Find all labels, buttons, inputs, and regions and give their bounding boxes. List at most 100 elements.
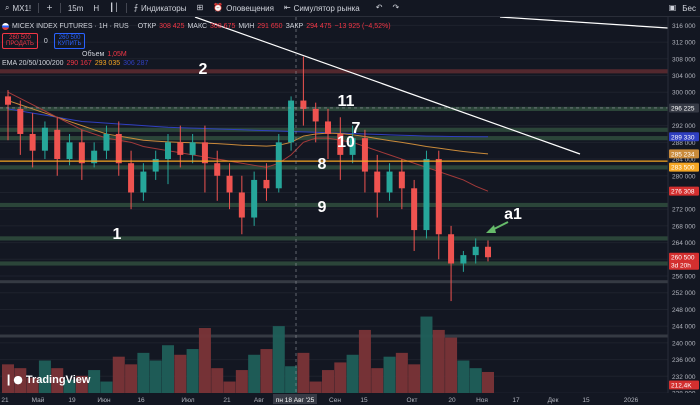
volume-bar	[186, 349, 199, 393]
redo-icon: ↷	[392, 3, 400, 12]
time-tick-label: 19	[68, 397, 76, 404]
time-tick-label: 20	[448, 397, 456, 404]
time-axis[interactable]: 21 Май 19 Июн 16 Июл 21 Авг пн 18 Авг '25 Сен 15 Ок…	[0, 393, 700, 405]
alerts-button[interactable]: ⏰ Оповещения	[208, 0, 279, 16]
price-tick-label: 300 000	[672, 90, 696, 97]
volume-bar	[322, 370, 334, 393]
plus-icon: +	[46, 3, 53, 12]
drawings	[0, 17, 669, 393]
price-label-horizontal-line: 283 500	[671, 165, 695, 172]
legend-title-row: MICEX INDEX FUTURES · 1H · RUS ОТКР 308 …	[2, 22, 391, 31]
price-tick-label: 316 000	[672, 23, 696, 30]
price-tick-label: 240 000	[672, 340, 696, 347]
chart-style-button[interactable]: ┃│	[104, 0, 124, 16]
volume-bar	[26, 377, 39, 393]
zone-green	[0, 127, 668, 132]
ohlc-open-label: ОТКР	[137, 23, 157, 30]
volume-bar	[260, 349, 273, 393]
toolbar-right: ▣ Бес	[669, 0, 696, 16]
redo-button[interactable]: ↷	[387, 0, 404, 16]
volume-bar	[334, 362, 347, 393]
volume-bar	[309, 381, 322, 393]
sell-label: ПРОДАТЬ	[6, 41, 34, 47]
candle-body	[165, 142, 171, 160]
volume-bar	[14, 368, 27, 393]
candles	[5, 56, 491, 302]
price-tick-label: 232 000	[672, 374, 696, 381]
symbol-search[interactable]: ⌕ MX1!	[0, 0, 36, 16]
candle-body	[41, 127, 48, 151]
time-tick-label: Сен	[329, 397, 341, 404]
annotation-11: 11	[338, 93, 355, 110]
buy-button[interactable]: 260 500 КУПИТЬ	[53, 33, 86, 49]
time-tick-label: Окт	[407, 397, 418, 404]
time-tick-label: пн 18 Авг '25	[276, 397, 315, 404]
volume-bar	[445, 337, 458, 393]
candle-body	[337, 133, 344, 155]
tradingview-logo[interactable]: ❙● TradingView	[4, 374, 90, 386]
price-tick-label: 292 000	[672, 123, 696, 130]
volume-bar	[63, 379, 76, 393]
candle-body	[54, 129, 61, 160]
zone-red	[0, 69, 668, 74]
price-label-countdown: 3d 20h	[671, 263, 691, 270]
price-label-ema-orange: 285 234	[671, 151, 695, 158]
annotation-2: 2	[199, 61, 208, 78]
time-tick-label: 15	[582, 397, 590, 404]
price-tick-label: 308 000	[672, 56, 696, 63]
volume-bar	[51, 368, 64, 393]
flag-icon	[2, 23, 9, 30]
volume-bar	[112, 356, 125, 393]
zones	[0, 69, 668, 338]
indicators-button[interactable]: ⨍ Индикаторы	[129, 0, 192, 16]
undo-button[interactable]: ↶	[371, 0, 388, 16]
price-tick-label: 304 000	[672, 73, 696, 80]
volume-bar	[457, 360, 470, 393]
zone-green	[0, 106, 668, 111]
spread-value: 0	[43, 37, 48, 45]
candle-body	[66, 142, 73, 160]
price-tick-label: 236 000	[672, 357, 696, 364]
candle-body	[460, 255, 467, 264]
replay-label: Симулятор рынка	[293, 3, 360, 13]
candle-body	[29, 133, 36, 151]
volume-bar	[469, 368, 482, 393]
ohlc-close-label: ЗАКР	[285, 23, 304, 30]
camera-icon[interactable]: ▣	[668, 3, 677, 12]
indicators-icon: ⨍	[133, 3, 139, 12]
volume-bars	[2, 316, 494, 393]
volume-bar	[371, 368, 384, 393]
arrow-head	[486, 225, 496, 233]
candle-body	[349, 138, 356, 155]
layout-button[interactable]: ⊞	[192, 0, 209, 16]
price-tick-label: 268 000	[672, 223, 696, 230]
volume-legend: Объем 1,05M	[2, 50, 391, 59]
price-tick-label: 256 000	[672, 274, 696, 281]
interval-button[interactable]: 15m	[67, 3, 84, 13]
change-value: −13 925 (−4,52%)	[334, 23, 391, 30]
volume-bar	[358, 329, 371, 393]
tv-icon: ❙●	[4, 373, 23, 386]
volume-bar	[88, 370, 101, 393]
sell-button[interactable]: 260 500 ПРОДАТЬ	[2, 33, 38, 49]
candle-type-button[interactable]: H	[93, 3, 100, 13]
volume-bar	[100, 381, 113, 393]
price-chart[interactable]: 2 11 710 8 9 1 a1 316 000 312 000 308 000 304 000…	[0, 17, 700, 393]
trend-line-upper	[499, 17, 669, 29]
candle-body	[177, 142, 184, 155]
volume-bar	[482, 371, 494, 393]
right-text[interactable]: Бес	[682, 3, 696, 13]
add-symbol-button[interactable]: +	[41, 0, 58, 16]
price-tick-label: 228 000	[672, 391, 696, 394]
replay-button[interactable]: ⇤ Симулятор рынка	[279, 0, 365, 16]
volume-bar	[346, 354, 359, 393]
annotations: 2 11 710 8 9 1 a1	[113, 61, 522, 243]
legend: MICEX INDEX FUTURES · 1H · RUS ОТКР 308 …	[2, 22, 391, 68]
ema-orange-line	[7, 100, 489, 155]
volume-bar	[125, 364, 138, 393]
tv-logo-text: TradingView	[25, 374, 91, 386]
divider	[59, 3, 61, 13]
candle-body	[91, 150, 98, 164]
buy-price: 260 500	[58, 35, 81, 41]
